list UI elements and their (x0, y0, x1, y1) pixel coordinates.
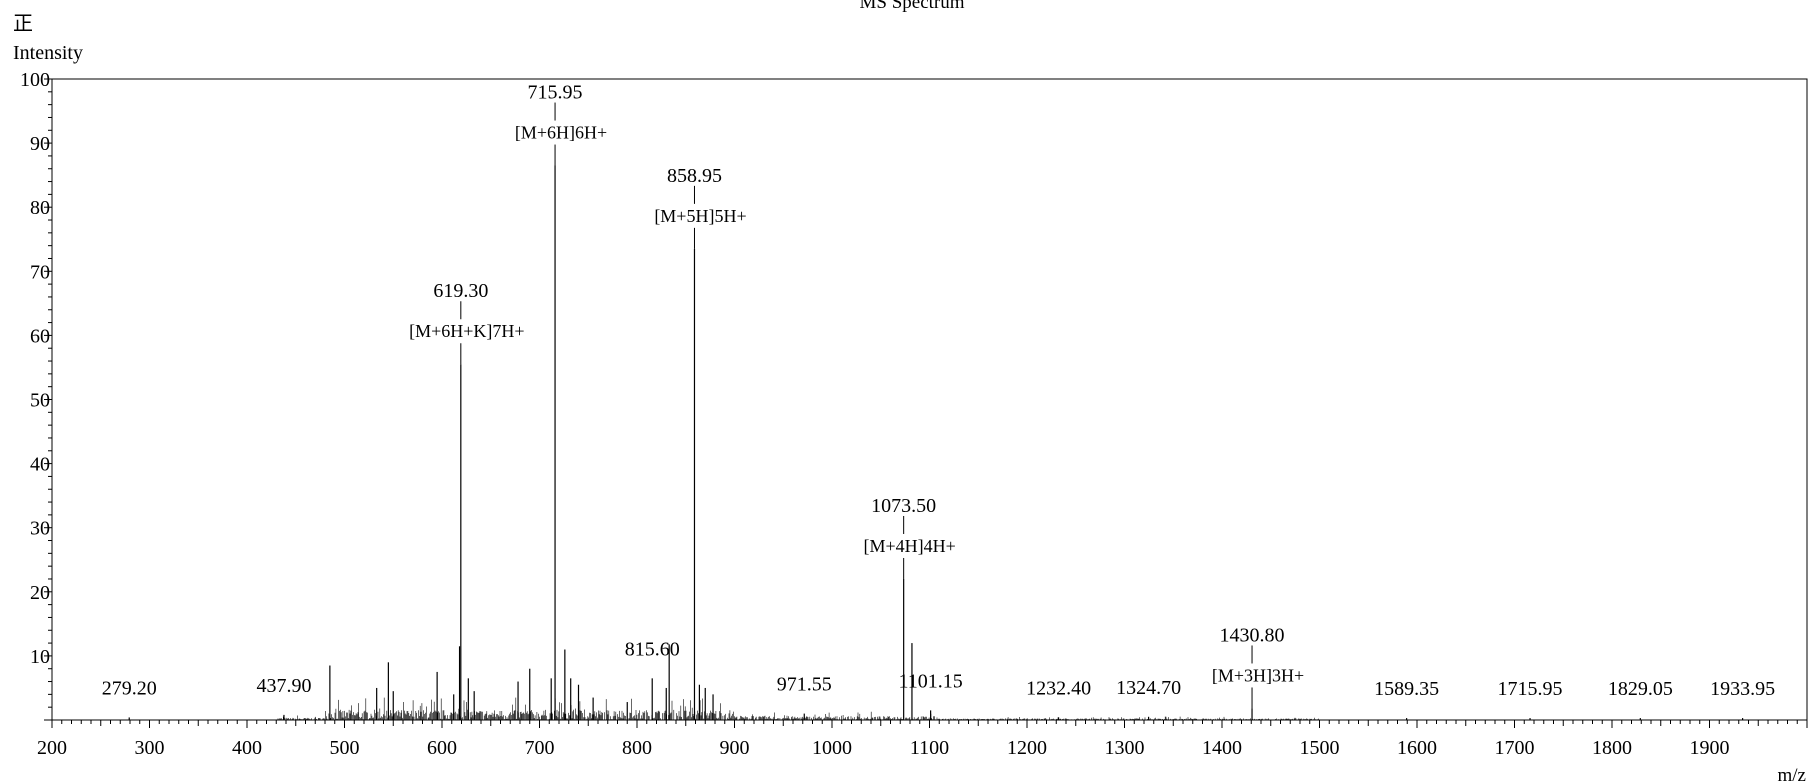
peak-annotation: [M+6H]6H+ (515, 123, 607, 143)
peak-mz-label: 1101.15 (898, 670, 962, 692)
plot-frame (51, 78, 1808, 721)
peak-mz-label: 858.95 (667, 165, 722, 187)
x-tick-label: 1500 (1300, 737, 1340, 759)
x-tick-label: 1400 (1202, 737, 1242, 759)
spectrum-peaks (128, 165, 1744, 720)
y-tick-label: 30 (30, 518, 50, 540)
x-axis-label: m/z (1778, 765, 1807, 784)
peak-mz-label: 1430.80 (1220, 624, 1285, 646)
peak-labels: 279.20 437.90 [M+6H+K]7H+ 619.30 [M+6H]6H+ 71… (102, 82, 1775, 709)
peak-mz-label: 279.20 (102, 677, 157, 699)
y-tick-label: 60 (30, 325, 50, 347)
x-tick-label: 1200 (1007, 737, 1047, 759)
x-tick-label: 1300 (1105, 737, 1145, 759)
peak-mz-label: 1715.95 (1498, 678, 1563, 700)
y-tick-label: 80 (30, 197, 50, 219)
x-tick-label: 900 (720, 737, 750, 759)
y-tick-label: 100 (20, 69, 50, 91)
x-tick-label: 200 (37, 737, 67, 759)
peak-mz-label: 1933.95 (1710, 678, 1775, 700)
peak-annotation: [M+5H]5H+ (654, 206, 746, 226)
y-axis-label: Intensity (13, 42, 83, 64)
x-tick-label: 600 (427, 737, 457, 759)
y-tick-label: 10 (30, 646, 50, 668)
peak-annotation: [M+6H+K]7H+ (409, 321, 524, 341)
noise-trace (276, 697, 1319, 720)
x-tick-label: 1000 (812, 737, 852, 759)
peak-mz-label: 437.90 (256, 675, 311, 697)
y-tick-label: 90 (30, 133, 50, 155)
x-tick-label: 300 (135, 737, 165, 759)
y-tick-label: 20 (30, 582, 50, 604)
y-tick-label: 70 (30, 261, 50, 283)
peak-mz-label: 1324.70 (1116, 677, 1181, 699)
x-tick-label: 1100 (910, 737, 949, 759)
x-tick-label: 800 (622, 737, 652, 759)
x-tick-label: 1600 (1397, 737, 1437, 759)
y-tick-label: 50 (30, 390, 50, 412)
peak-annotation: [M+3H]3H+ (1212, 665, 1304, 685)
peak-mz-label: 619.30 (433, 280, 488, 302)
peak-mz-label: 715.95 (528, 82, 583, 104)
x-tick-label: 1900 (1690, 737, 1730, 759)
axis-ticks: 200 300 400 500 600 700 800 900 1000 1100 1200 1300… (20, 69, 1808, 759)
x-tick-label: 400 (232, 737, 262, 759)
x-tick-label: 1800 (1592, 737, 1632, 759)
x-tick-label: 1700 (1495, 737, 1535, 759)
peak-mz-label: 1589.35 (1374, 678, 1439, 700)
peak-mz-label: 815.60 (625, 638, 680, 660)
peak-annotation: [M+4H]4H+ (864, 536, 956, 556)
x-tick-label: 500 (330, 737, 360, 759)
peak-mz-label: 971.55 (777, 674, 832, 696)
peak-mz-label: 1073.50 (871, 495, 936, 517)
peak-mz-label: 1232.40 (1026, 677, 1091, 699)
peak-mz-label: 1829.05 (1608, 678, 1673, 700)
y-tick-label: 40 (30, 454, 50, 476)
chart-title: MS Spectrum (859, 0, 964, 13)
baseline-noise (276, 697, 1319, 720)
x-tick-label: 700 (525, 737, 555, 759)
polarity-label: 正 (13, 13, 33, 35)
